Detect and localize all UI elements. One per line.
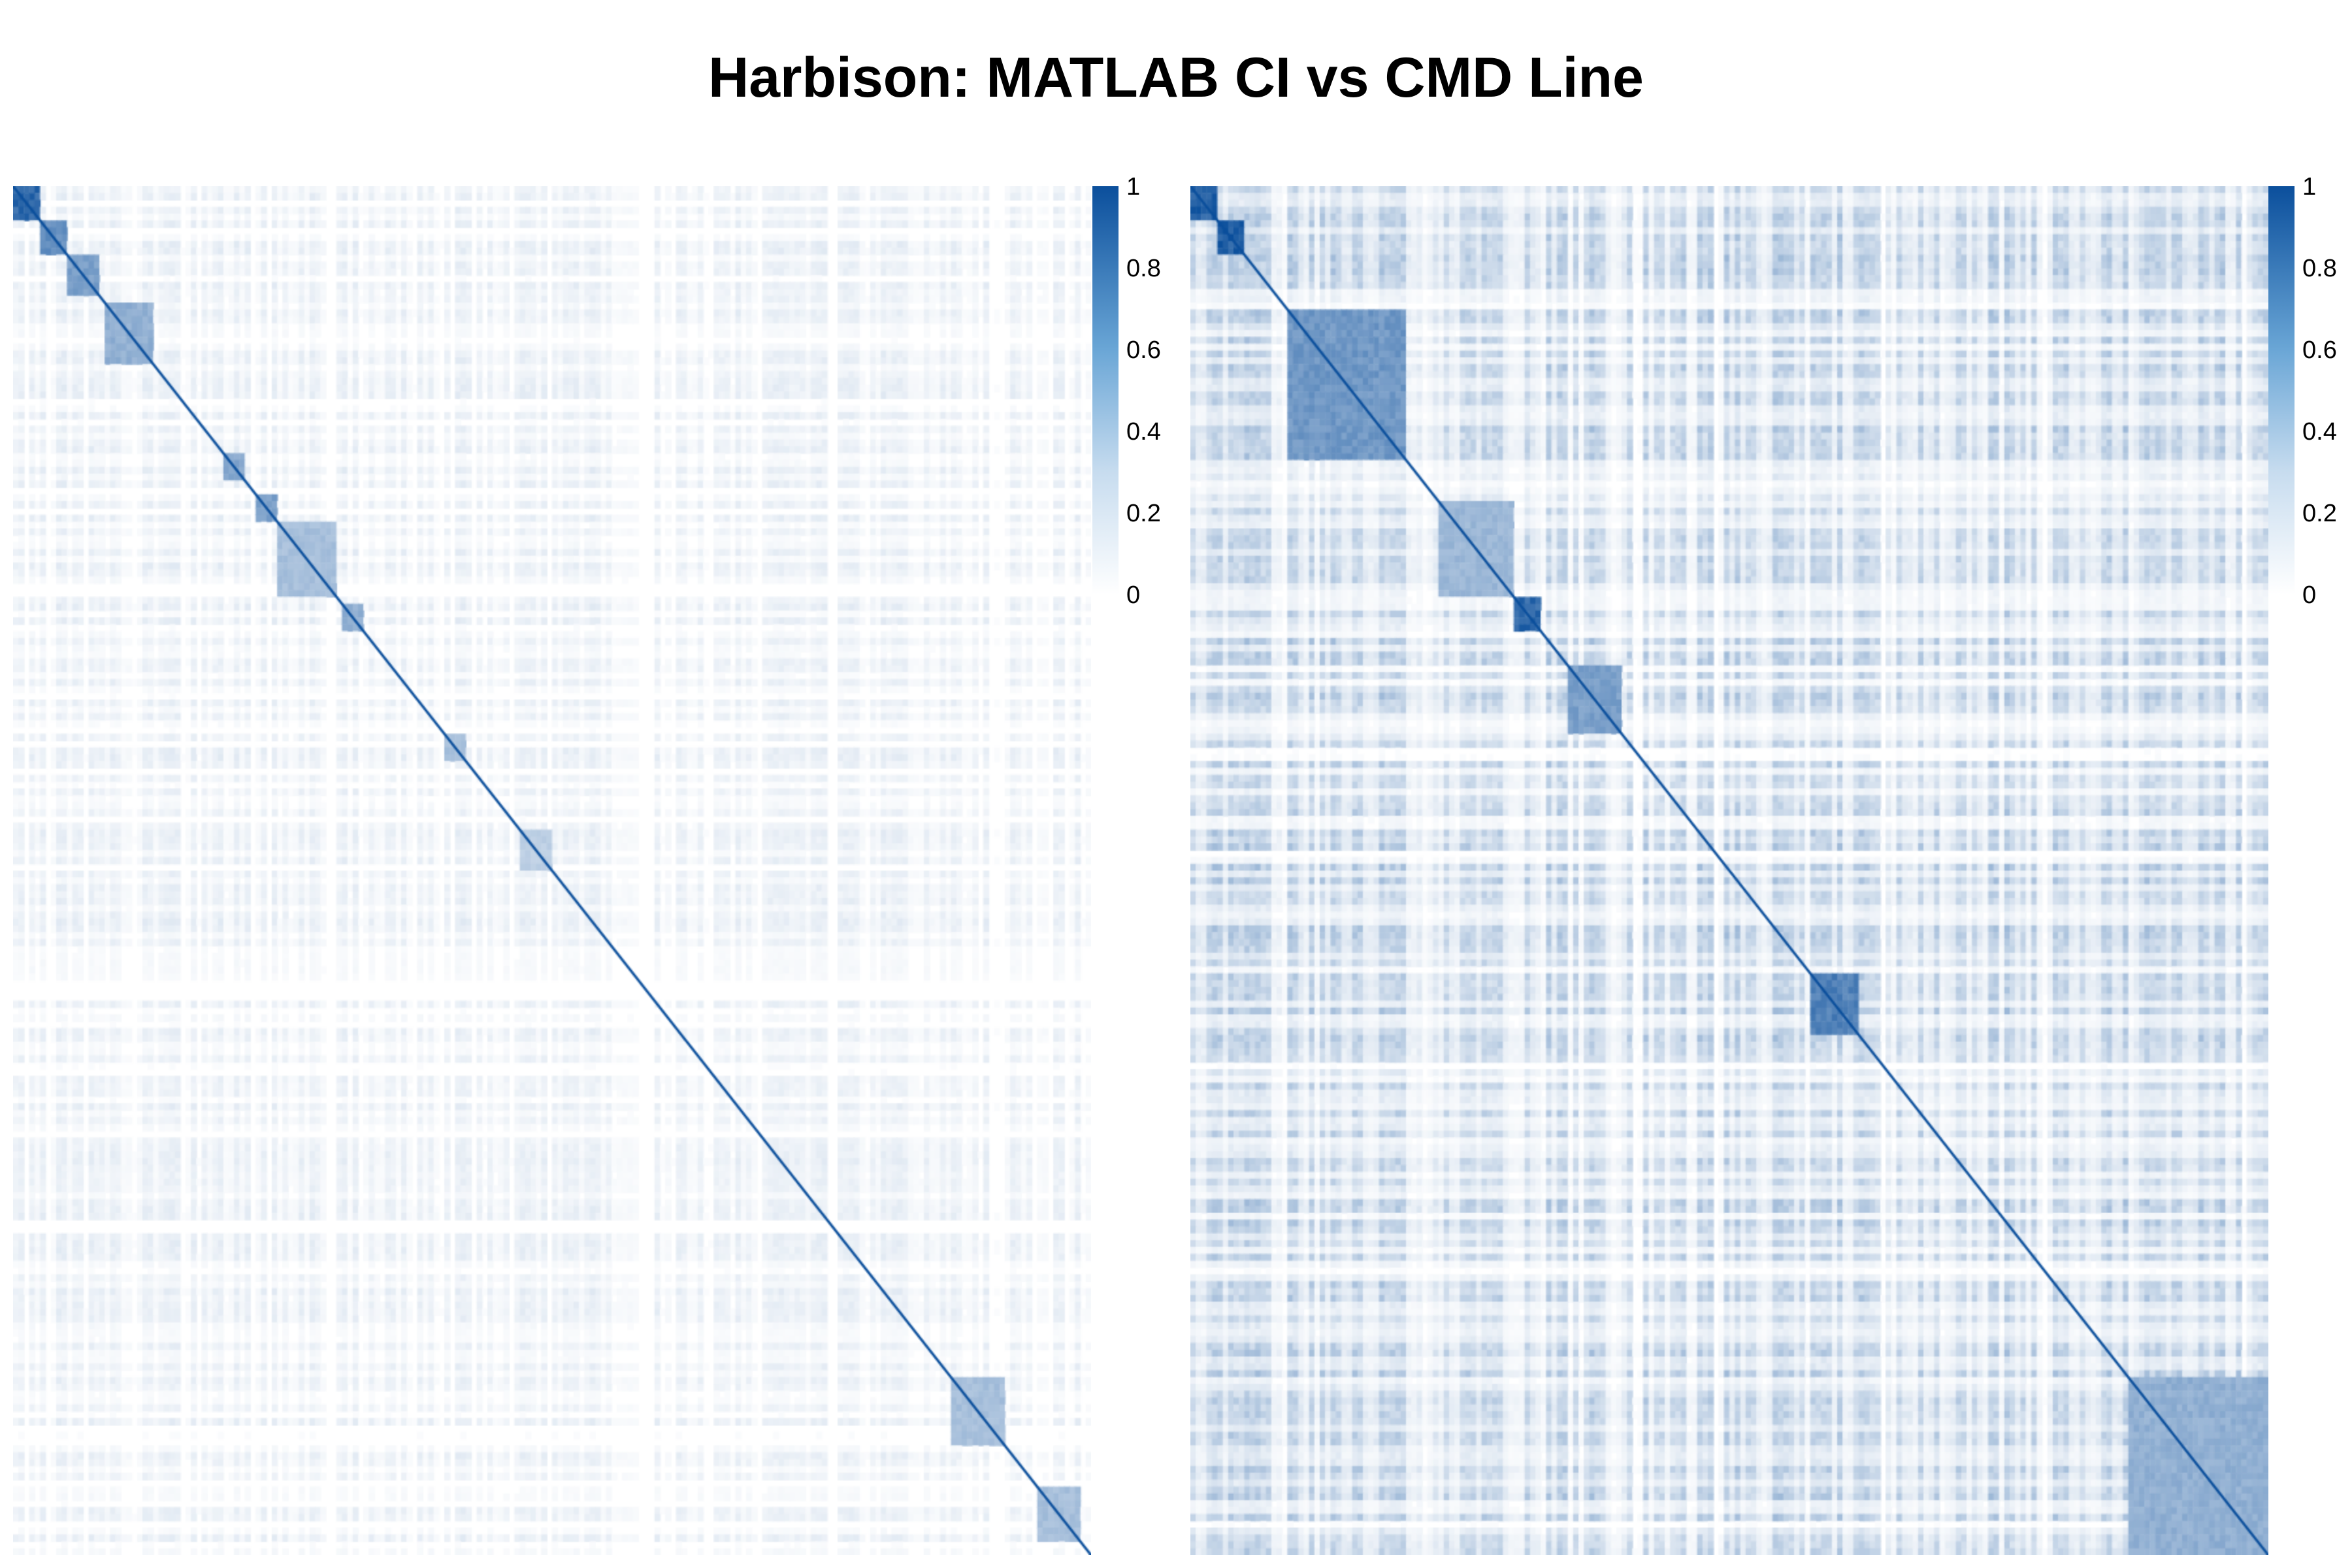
colorbar-tick-label: 0 <box>1126 581 1141 609</box>
heatmap-canvas-right <box>1190 186 2268 1555</box>
colorbar-tick-label: 0.6 <box>2302 336 2337 364</box>
colorbar-tick-label: 0.2 <box>1126 500 1161 527</box>
colorbar-gradient-left <box>1092 186 1119 595</box>
colorbar-tick-label: 1 <box>2302 173 2317 201</box>
colorbar-tick-label: 0.8 <box>2302 255 2337 282</box>
colorbar-tick-label: 0.4 <box>2302 418 2337 446</box>
colorbar-right: 1 0.8 0.6 0.4 0.2 0 <box>2268 174 2337 608</box>
colorbar-tick-label: 0 <box>2302 581 2317 609</box>
colorbar-left: 1 0.8 0.6 0.4 0.2 0 <box>1092 174 1161 608</box>
heatmap-cmd-line <box>1190 186 2268 1555</box>
colorbar-tick-label: 0.8 <box>1126 255 1161 282</box>
colorbar-tick-label: 0.4 <box>1126 418 1161 446</box>
chart-title: Harbison: MATLAB CI vs CMD Line <box>708 46 1644 109</box>
colorbar-tick-label: 0.2 <box>2302 500 2337 527</box>
heatmap-matlab-ci <box>13 186 1091 1555</box>
heatmap-canvas-left <box>13 186 1091 1555</box>
colorbar-gradient-right <box>2268 186 2295 595</box>
colorbar-tick-label: 1 <box>1126 173 1141 201</box>
colorbar-tick-label: 0.6 <box>1126 336 1161 364</box>
